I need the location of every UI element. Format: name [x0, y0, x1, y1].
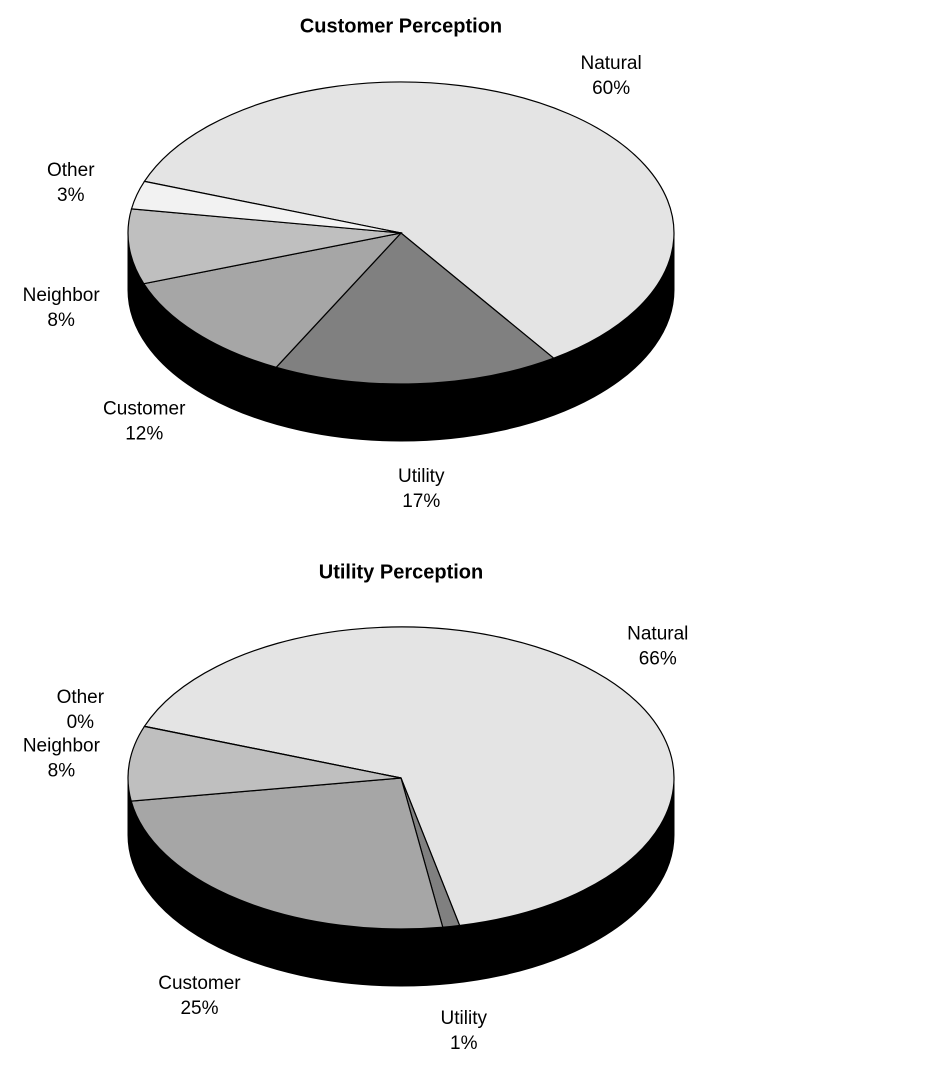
slice-label: Customer	[103, 398, 186, 419]
slice-value-label: 8%	[47, 310, 75, 331]
pie-slice	[130, 180, 402, 234]
data-label: Neighbor 8%	[23, 285, 101, 331]
slice-label: Natural	[580, 53, 641, 74]
data-label: Other 3%	[47, 160, 95, 206]
slice-label: Customer	[158, 973, 241, 994]
pie-slice	[275, 232, 555, 385]
slice-label: Neighbor	[23, 285, 101, 306]
slice-value-label: 17%	[402, 491, 440, 512]
slice-value-label: 1%	[450, 1033, 478, 1054]
data-label: Natural 66%	[627, 624, 688, 670]
pie-slice	[127, 725, 402, 802]
data-label: Customer 25%	[158, 973, 241, 1019]
chart-title: Utility Perception	[319, 561, 483, 583]
data-label: Natural 60%	[580, 53, 641, 99]
slice-value-label: 8%	[48, 761, 76, 782]
data-label: Utility 1%	[441, 1008, 488, 1054]
pie-slice	[130, 777, 444, 930]
slice-label: Other	[57, 687, 105, 708]
slice-value-label: 3%	[57, 185, 85, 206]
slice-label: Other	[47, 160, 95, 181]
data-label: Customer 12%	[103, 398, 186, 444]
pie-slice	[144, 725, 402, 779]
data-label: Utility 17%	[398, 466, 445, 512]
data-label: Other 0%	[57, 687, 105, 733]
slice-value-label: 0%	[67, 712, 95, 733]
pie-slice	[143, 626, 675, 927]
slice-label: Natural	[627, 624, 688, 645]
chart-title: Customer Perception	[300, 15, 502, 37]
slice-label: Neighbor	[23, 736, 101, 757]
slice-value-label: 60%	[592, 78, 630, 99]
slice-value-label: 25%	[180, 998, 218, 1019]
data-label: Neighbor 8%	[23, 736, 101, 782]
pie-slice	[127, 208, 402, 285]
pie-slice	[143, 81, 675, 359]
pie-slice	[142, 232, 403, 368]
slice-value-label: 66%	[639, 649, 677, 670]
slice-label: Utility	[398, 466, 445, 487]
slice-label: Utility	[441, 1008, 488, 1029]
slice-value-label: 12%	[125, 423, 163, 444]
